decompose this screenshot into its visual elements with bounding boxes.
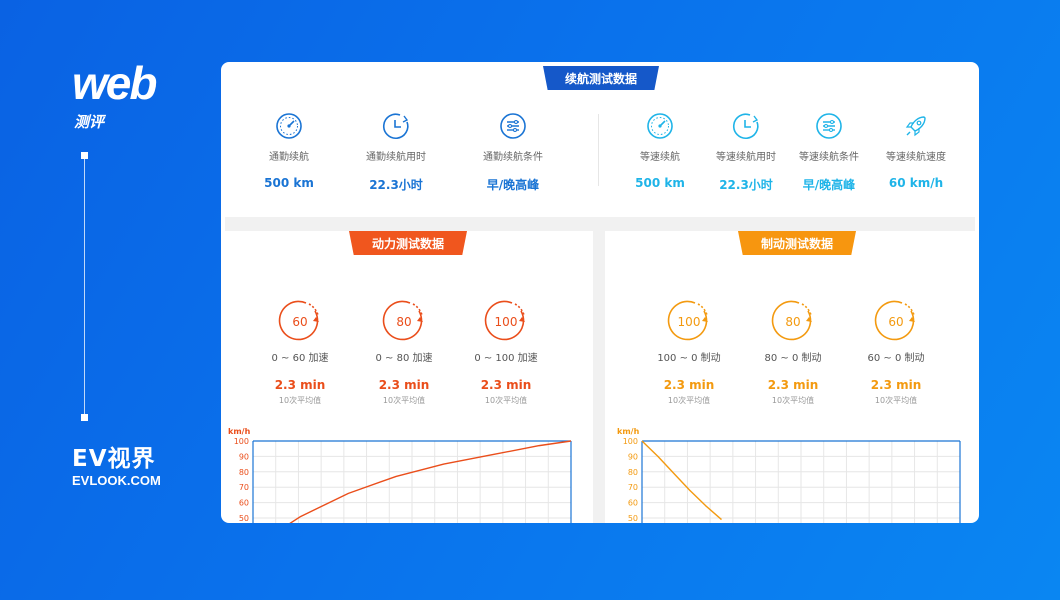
y-tick-label: 70 (239, 483, 249, 492)
brand-web-logo: web (72, 57, 157, 109)
y-tick-label: 50 (628, 514, 638, 523)
power-gauge: 100 0 ~ 100 加速 2.3 min 10次平均值 (451, 299, 561, 406)
stat-value: 500 km (635, 176, 685, 190)
settings-sliders-icon (500, 113, 526, 139)
gauge-value: 2.3 min (663, 378, 715, 392)
range-stat: 等速续航速度 60 km/h (861, 112, 971, 190)
gauge-number: 80 (396, 315, 411, 329)
gauge-ring-icon: 80 (771, 300, 812, 341)
stat-value: 500 km (264, 176, 314, 190)
y-tick-label: 100 (623, 437, 638, 446)
gauge-value: 2.3 min (480, 378, 532, 392)
y-tick-label: 90 (628, 452, 638, 461)
gauge-number: 100 (678, 315, 701, 329)
gauge-note: 10次平均值 (484, 396, 528, 405)
stat-label: 等速续航 (640, 152, 680, 163)
brand-subtitle: 测评 (74, 113, 105, 131)
brand-ev-logo: EV视界 (72, 446, 156, 472)
section-separator-vertical (593, 231, 605, 523)
section-separator (225, 217, 975, 231)
gauge-number: 100 (495, 315, 518, 329)
gauge-ring-icon: 100 (484, 300, 525, 341)
range-stat: 通勤续航条件 早/晚高峰 (458, 112, 568, 193)
gauge-number: 80 (785, 315, 800, 329)
power-gauge: 60 0 ~ 60 加速 2.3 min 10次平均值 (245, 299, 355, 406)
gauge-value: 2.3 min (767, 378, 819, 392)
stat-label: 等速续航速度 (886, 152, 946, 163)
gauge-note: 10次平均值 (771, 396, 815, 405)
gauge-label: 100 ~ 0 制动 (657, 353, 721, 364)
gauge-label: 0 ~ 100 加速 (474, 353, 538, 364)
stat-label: 通勤续航用时 (366, 152, 426, 163)
y-tick-label: 70 (628, 483, 638, 492)
stat-label: 通勤续航 (269, 152, 309, 163)
timeline-bottom-dot (81, 414, 88, 421)
y-tick-label: 80 (628, 468, 638, 477)
range-stat: 等速续航条件 早/晚高峰 (774, 112, 884, 193)
range-stat: 等速续航用时 22.3小时 (691, 112, 801, 193)
power-section-title: 动力测试数据 (349, 231, 467, 255)
y-axis-label: km/h (228, 427, 251, 436)
gauge-number: 60 (292, 315, 307, 329)
stat-label: 通勤续航条件 (483, 152, 543, 163)
gauge-label: 80 ~ 0 制动 (764, 353, 822, 364)
gauge-icon (276, 113, 302, 139)
timeline-line (84, 159, 85, 417)
brake-gauge: 80 80 ~ 0 制动 2.3 min 10次平均值 (738, 299, 848, 406)
y-tick-label: 100 (234, 437, 249, 446)
y-tick-label: 50 (239, 514, 249, 523)
gauge-note: 10次平均值 (278, 396, 322, 405)
gauge-value: 2.3 min (274, 378, 326, 392)
gauge-label: 0 ~ 60 加速 (271, 353, 329, 364)
brake-section-title: 制动测试数据 (738, 231, 856, 255)
gauge-note: 10次平均值 (382, 396, 426, 405)
gauge-ring-icon: 60 (278, 300, 319, 341)
y-tick-label: 60 (628, 499, 638, 508)
gauge-note: 10次平均值 (667, 396, 711, 405)
braking-chart: 100 90 80 70 60 50 km/h (617, 427, 961, 523)
rocket-icon (905, 116, 926, 137)
gauge-number: 60 (888, 315, 903, 329)
test-data-card: 续航测试数据 通勤续航 500 km 通勤续航用时 22.3小时 通 (221, 62, 979, 523)
y-tick-label: 60 (239, 499, 249, 508)
power-gauge: 80 0 ~ 80 加速 2.3 min 10次平均值 (349, 299, 459, 406)
stat-value: 22.3小时 (369, 178, 423, 192)
stat-value: 早/晚高峰 (486, 178, 540, 192)
gauge-ring-icon: 100 (667, 300, 708, 341)
y-tick-label: 80 (239, 468, 249, 477)
gauge-ring-icon: 60 (874, 300, 915, 341)
clock-icon (732, 113, 759, 140)
gauge-label: 60 ~ 0 制动 (867, 353, 925, 364)
stat-value: 22.3小时 (719, 178, 773, 192)
brand-site: EVLOOK.COM (72, 473, 161, 488)
gauge-icon (647, 113, 673, 139)
stat-value: 早/晚高峰 (802, 178, 856, 192)
acceleration-chart: 100 90 80 70 60 50 km/h (228, 427, 572, 523)
range-section-title: 续航测试数据 (543, 66, 659, 90)
stat-label: 等速续航条件 (799, 152, 859, 163)
brake-gauge: 100 100 ~ 0 制动 2.3 min 10次平均值 (634, 299, 744, 406)
brake-gauge: 60 60 ~ 0 制动 2.3 min 10次平均值 (841, 299, 951, 406)
clock-icon (382, 113, 409, 140)
range-stat: 通勤续航 500 km (234, 112, 344, 190)
y-tick-label: 90 (239, 452, 249, 461)
range-stat: 通勤续航用时 22.3小时 (341, 112, 451, 193)
y-axis-label: km/h (617, 427, 640, 436)
stat-label: 等速续航用时 (716, 152, 776, 163)
timeline-top-dot (81, 152, 88, 159)
series-line (289, 440, 572, 523)
stat-value: 60 km/h (888, 176, 944, 190)
range-stat: 等速续航 500 km (605, 112, 715, 190)
gauge-label: 0 ~ 80 加速 (375, 353, 433, 364)
range-divider (598, 114, 599, 186)
gauge-value: 2.3 min (378, 378, 430, 392)
gauge-value: 2.3 min (870, 378, 922, 392)
gauge-ring-icon: 80 (382, 300, 423, 341)
gauge-note: 10次平均值 (874, 396, 918, 405)
series-line (641, 440, 722, 521)
settings-sliders-icon (816, 113, 842, 139)
